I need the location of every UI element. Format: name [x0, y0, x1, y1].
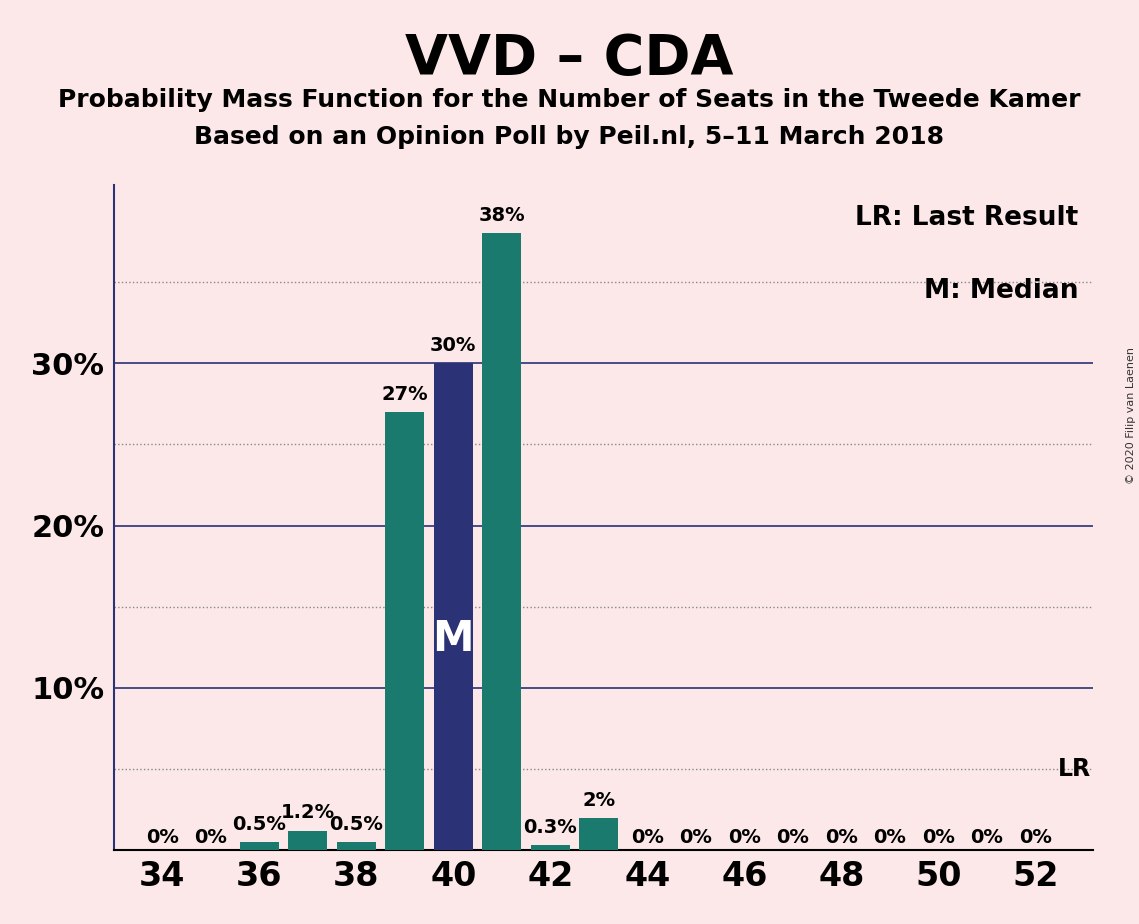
Text: 0%: 0%	[679, 828, 712, 846]
Text: 2%: 2%	[582, 791, 615, 809]
Text: 0%: 0%	[631, 828, 664, 846]
Text: 0.5%: 0.5%	[232, 815, 286, 833]
Text: 0%: 0%	[970, 828, 1003, 846]
Bar	[288, 831, 327, 850]
Text: 27%: 27%	[382, 385, 428, 404]
Text: 0%: 0%	[825, 828, 858, 846]
Bar	[240, 842, 279, 850]
Bar	[434, 363, 473, 850]
Text: Probability Mass Function for the Number of Seats in the Tweede Kamer: Probability Mass Function for the Number…	[58, 88, 1081, 112]
Text: 1.2%: 1.2%	[281, 804, 335, 822]
Text: 0%: 0%	[728, 828, 761, 846]
Text: 30%: 30%	[431, 336, 476, 355]
Text: LR: Last Result: LR: Last Result	[855, 205, 1079, 231]
Text: 0%: 0%	[777, 828, 809, 846]
Text: M: M	[433, 618, 474, 660]
Text: 0%: 0%	[146, 828, 179, 846]
Text: Based on an Opinion Poll by Peil.nl, 5–11 March 2018: Based on an Opinion Poll by Peil.nl, 5–1…	[195, 125, 944, 149]
Text: 0.5%: 0.5%	[329, 815, 384, 833]
Bar	[483, 234, 522, 850]
Text: 0.3%: 0.3%	[524, 818, 577, 837]
Text: VVD – CDA: VVD – CDA	[405, 32, 734, 86]
Text: M: Median: M: Median	[924, 278, 1079, 304]
Text: 0%: 0%	[921, 828, 954, 846]
Text: 0%: 0%	[1018, 828, 1051, 846]
Text: 0%: 0%	[195, 828, 228, 846]
Bar	[531, 845, 570, 850]
Bar	[580, 818, 618, 850]
Text: 0%: 0%	[874, 828, 907, 846]
Text: LR: LR	[1058, 757, 1091, 781]
Text: 38%: 38%	[478, 206, 525, 225]
Bar	[337, 842, 376, 850]
Text: © 2020 Filip van Laenen: © 2020 Filip van Laenen	[1126, 347, 1136, 484]
Bar	[385, 412, 424, 850]
